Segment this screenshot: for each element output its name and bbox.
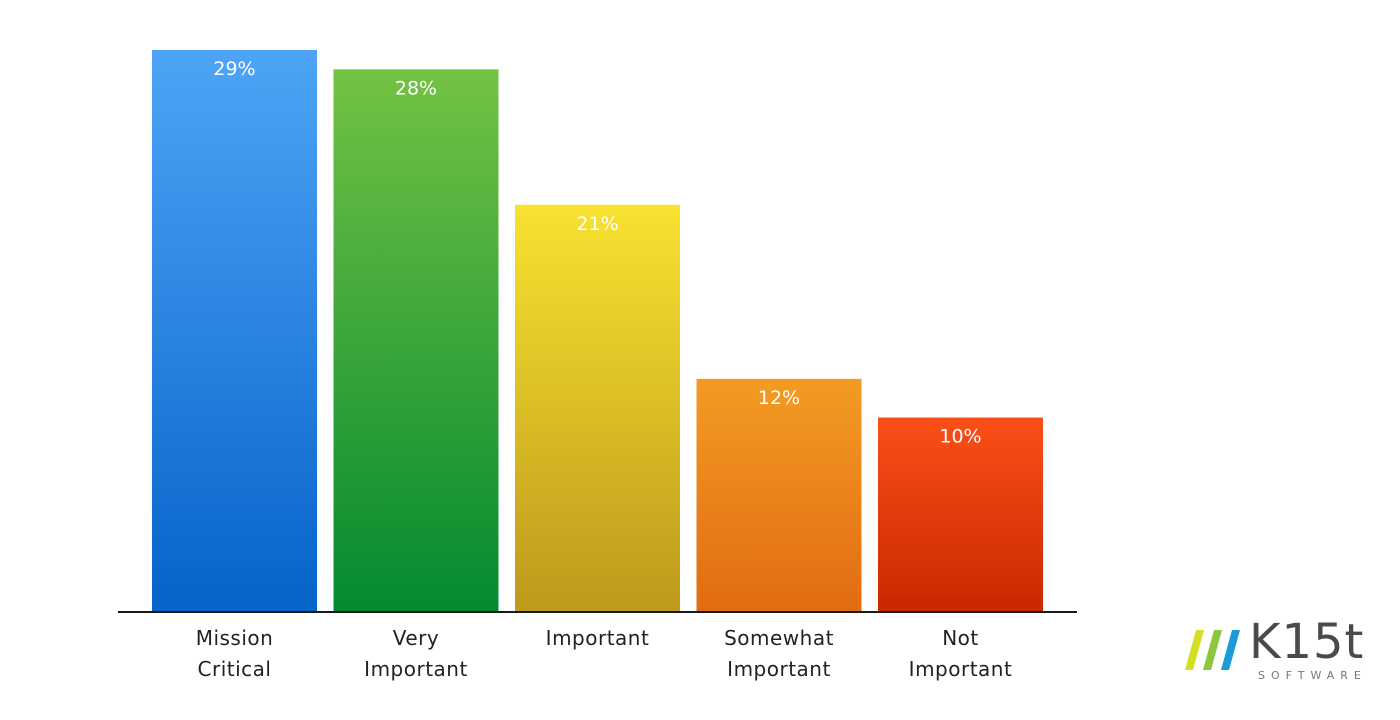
category-labels-group: Mission Critical Very Important Important Som… <box>196 626 1013 681</box>
category-label: Mission <box>196 626 274 650</box>
category-label: Important <box>546 626 650 650</box>
logo-wordmark: K15t <box>1249 614 1365 670</box>
category-label: Important <box>364 657 468 681</box>
bar-value-label: 21% <box>576 213 618 235</box>
category-label: Somewhat <box>724 626 834 650</box>
k15t-logo: K15t SOFTWARE <box>1185 618 1375 688</box>
bar <box>696 378 862 611</box>
bars-group: 29% 28% 21% 12% 10% <box>152 50 1043 612</box>
bar <box>515 204 680 612</box>
logo-subtitle: SOFTWARE <box>1258 669 1367 682</box>
bar <box>878 417 1043 611</box>
bar <box>333 69 499 611</box>
bar <box>152 50 317 611</box>
category-label: Very <box>393 626 440 650</box>
logo-slashes-icon <box>1185 630 1240 670</box>
category-label: Not <box>942 626 979 650</box>
bar-value-label: 28% <box>395 77 437 99</box>
bar-value-label: 10% <box>939 426 981 448</box>
category-label: Critical <box>198 657 272 681</box>
category-label: Important <box>909 657 1013 681</box>
bar-value-label: 12% <box>758 387 800 409</box>
category-label: Important <box>727 657 831 681</box>
bar-value-label: 29% <box>213 58 255 80</box>
